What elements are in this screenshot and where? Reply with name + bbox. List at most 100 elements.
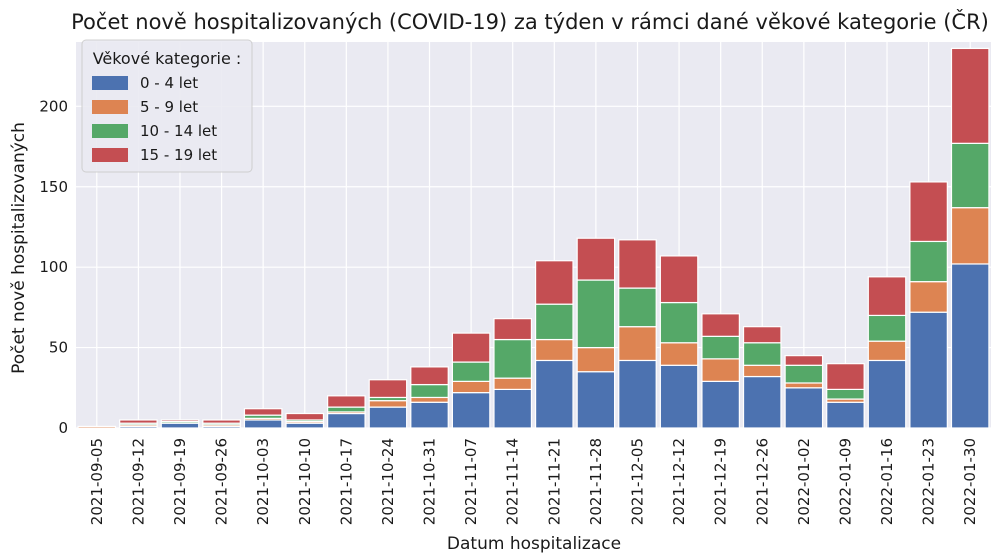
legend-box — [81, 39, 253, 173]
x-tick-labels: 2021-09-05 2021-09-12 2021-09-19 2021-09-26… — [88, 438, 979, 525]
bar-segment — [784, 355, 824, 366]
bar-segment — [285, 412, 325, 421]
y-tick-label: 100 — [39, 258, 68, 276]
y-tick-label: 50 — [49, 339, 68, 357]
x-tick-label: 2021-09-19 — [171, 438, 189, 525]
legend-swatch — [92, 100, 128, 114]
legend: Věkové kategorie : 0 - 4 let 5 - 9 let 10 … — [81, 39, 253, 173]
bar-segment — [410, 396, 449, 403]
bar-segment — [576, 346, 616, 373]
x-tick-label: 2021-11-07 — [462, 438, 480, 525]
legend-swatch — [92, 76, 128, 90]
bar-segment — [950, 47, 990, 144]
legend-items: 0 - 4 let 5 - 9 let 10 - 14 let 15 - 19 let — [92, 74, 217, 164]
bar-segment — [618, 287, 657, 328]
x-tick-label: 2021-09-26 — [213, 438, 231, 525]
bar-segment — [950, 142, 990, 209]
bar-segment — [285, 422, 325, 429]
x-tick-label: 2022-01-02 — [795, 438, 813, 525]
bar-segment — [576, 237, 616, 281]
bar-segment — [243, 408, 283, 416]
bar-segment — [618, 359, 657, 429]
bar-segment — [701, 335, 740, 360]
bar-segment — [867, 314, 907, 342]
x-tick-label: 2021-12-26 — [753, 438, 771, 525]
bar-segment — [618, 239, 657, 289]
legend-title: Věkové kategorie : — [93, 49, 242, 68]
bar-segment — [950, 207, 990, 265]
bar-segment — [784, 387, 824, 429]
bar-segment — [826, 363, 865, 390]
bar-segment — [368, 400, 408, 408]
bar-segment — [534, 303, 574, 341]
bar-segment — [701, 380, 740, 429]
bar-segment — [493, 377, 533, 390]
bar-segment — [451, 361, 491, 382]
x-tick-label: 2022-01-09 — [836, 438, 854, 525]
bar-segment — [493, 338, 533, 379]
x-axis-label: Datum hospitalizace — [447, 534, 621, 554]
bar-segment — [659, 342, 699, 366]
y-tick-labels: 0 50 100 150 200 — [39, 97, 68, 437]
bar-segment — [742, 375, 782, 429]
y-tick-label: 0 — [58, 419, 68, 437]
y-tick-label: 150 — [39, 178, 68, 196]
bar-segment — [534, 359, 574, 429]
bars — [77, 47, 990, 429]
bar-segment — [327, 395, 366, 408]
x-tick-label: 2021-11-21 — [545, 438, 563, 525]
bar-segment — [160, 422, 200, 429]
bar-segment — [742, 364, 782, 378]
bar-segment — [77, 425, 117, 429]
bar-segment — [659, 255, 699, 304]
legend-swatch — [92, 124, 128, 138]
bar-segment — [451, 332, 491, 363]
x-tick-label: 2021-11-14 — [504, 438, 522, 525]
x-tick-label: 2021-10-17 — [337, 438, 355, 525]
bar-segment — [784, 364, 824, 384]
bar-segment — [784, 382, 824, 389]
legend-label: 10 - 14 let — [140, 122, 217, 140]
x-tick-label: 2022-01-23 — [920, 438, 938, 525]
bar-segment — [119, 419, 158, 424]
bar-segment — [410, 401, 449, 429]
x-tick-label: 2021-10-31 — [421, 438, 439, 525]
x-tick-label: 2021-09-12 — [129, 438, 147, 525]
legend-label: 0 - 4 let — [140, 74, 198, 92]
bar-segment — [618, 326, 657, 362]
bar-segment — [534, 338, 574, 362]
bar-segment — [327, 406, 366, 413]
legend-label: 15 - 19 let — [140, 146, 217, 164]
legend-label: 5 - 9 let — [140, 98, 198, 116]
bar-segment — [826, 401, 865, 429]
bar-segment — [867, 276, 907, 317]
bar-segment — [493, 318, 533, 341]
bar-segment — [368, 379, 408, 399]
bar-segment — [410, 366, 449, 386]
bar-segment — [826, 388, 865, 400]
bar-segment — [659, 364, 699, 429]
x-tick-label: 2021-12-05 — [628, 438, 646, 525]
x-tick-label: 2021-12-19 — [712, 438, 730, 525]
bar-segment — [742, 342, 782, 366]
bar-segment — [410, 383, 449, 399]
bar-segment — [909, 240, 948, 283]
x-tick-label: 2021-10-24 — [379, 438, 397, 525]
bar-segment — [243, 419, 283, 429]
y-tick-label: 200 — [39, 97, 68, 115]
bar-segment — [493, 388, 533, 429]
bar-segment — [742, 326, 782, 344]
bar-segment — [867, 340, 907, 362]
bar-segment — [451, 380, 491, 394]
x-tick-label: 2022-01-16 — [878, 438, 896, 525]
bar-segment — [576, 279, 616, 349]
bar-segment — [534, 260, 574, 305]
x-tick-label: 2021-11-28 — [587, 438, 605, 525]
x-tick-label: 2021-10-10 — [296, 438, 314, 525]
bar-segment — [659, 301, 699, 344]
bar-segment — [160, 419, 200, 423]
x-tick-label: 2021-09-05 — [88, 438, 106, 525]
y-axis-label: Počet nově hospitalizovaných — [9, 122, 29, 374]
bar-segment — [867, 359, 907, 429]
